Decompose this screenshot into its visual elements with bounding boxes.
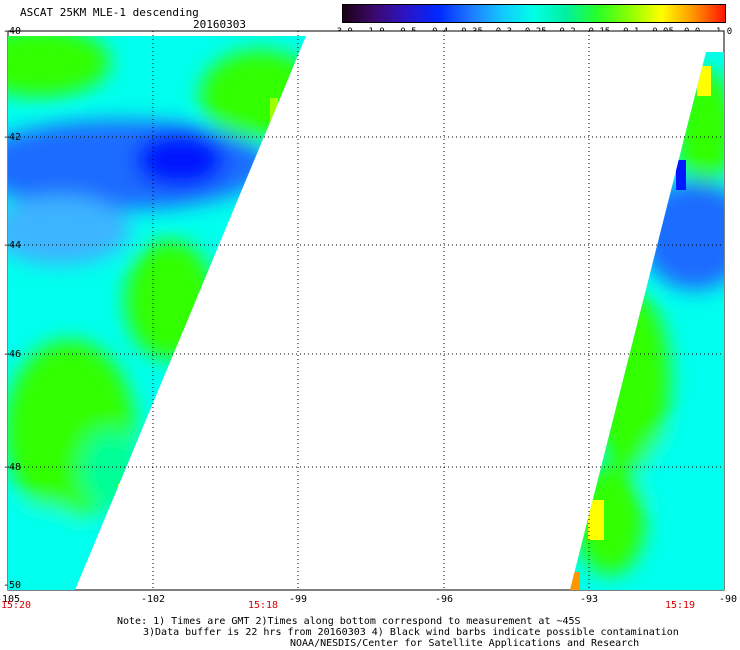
map-title: ASCAT 25KM MLE-1 descending (20, 6, 199, 19)
note-line-1: Note: 1) Times are GMT 2)Times along bot… (117, 616, 581, 627)
lat-label: -48 (3, 462, 22, 473)
lat-label: -46 (3, 349, 22, 360)
note-line-2: 3)Data buffer is 22 hrs from 20160303 4)… (143, 627, 679, 638)
lon-label: -93 (579, 594, 599, 605)
swath-patch (676, 160, 686, 190)
swath-patch (8, 36, 110, 97)
lon-label: -99 (288, 594, 308, 605)
lat-lon-grid (8, 31, 724, 590)
time-label: 15:19 (664, 600, 696, 611)
time-label: 15:18 (247, 600, 279, 611)
swath-patch (8, 505, 90, 585)
lon-label: -90 (718, 594, 738, 605)
swath-patch (588, 500, 604, 540)
lat-label: -42 (3, 132, 22, 143)
lon-label: -96 (434, 594, 454, 605)
swath-patch (570, 572, 580, 590)
swath-patch (270, 98, 278, 126)
lat-label: -44 (3, 240, 22, 251)
lon-label: -105 (0, 594, 21, 605)
lon-label: -102 (140, 594, 166, 605)
lat-label: -40 (3, 26, 22, 37)
swath-patch (640, 180, 724, 290)
note-line-3: NOAA/NESDIS/Center for Satellite Applica… (290, 638, 640, 649)
swath-patch (645, 430, 724, 510)
swath-patch (8, 195, 130, 265)
map-date: 20160303 (193, 18, 246, 31)
colorbar (342, 4, 726, 23)
lat-label: -50 (3, 580, 22, 591)
swath-patch (135, 132, 225, 188)
wind-speed-map (7, 30, 725, 591)
time-label: 15:20 (0, 600, 32, 611)
